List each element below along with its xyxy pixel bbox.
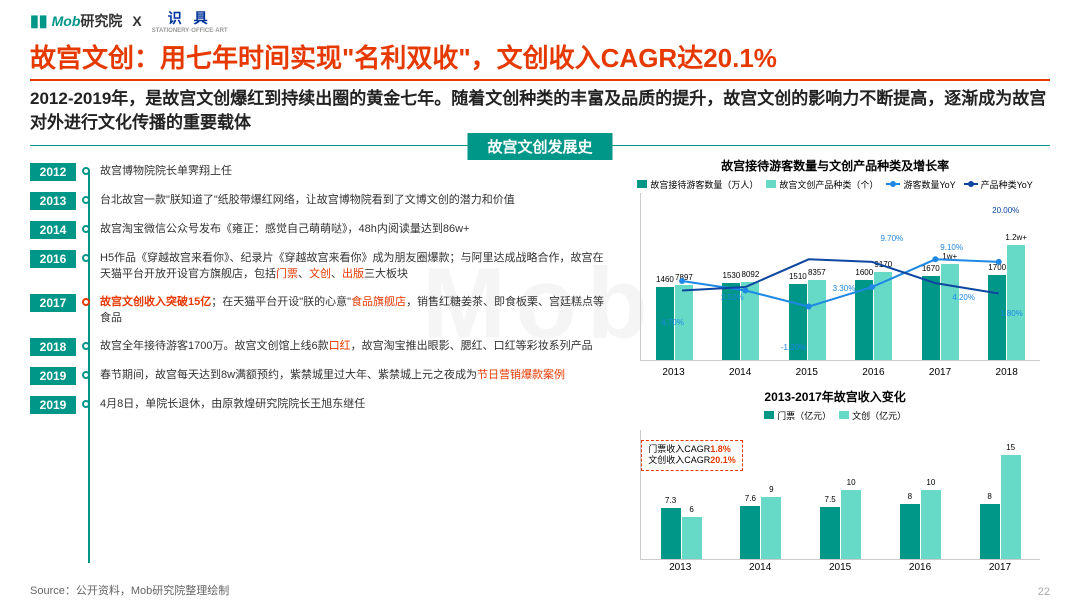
chart2-xlabels: 20132014201520162017	[640, 562, 1040, 573]
chart1-xlabels: 201320142015201620172018	[640, 367, 1040, 378]
timeline-item: 2012故宫博物院院长单霁翔上任	[30, 163, 610, 181]
timeline: 2012故宫博物院院长单霁翔上任 2013台北故宫一款"朕知道了"纸胶带爆红网络，…	[30, 143, 610, 573]
logo-left: ▮▮ Mob研究院 X 识 具 STATIONERY·OFFICE·ART	[30, 8, 228, 34]
footer-source: Source：公开资料，Mob研究院整理绘制	[30, 582, 229, 598]
content: 故宫文创发展史 2012故宫博物院院长单霁翔上任 2013台北故宫一款"朕知道了"…	[0, 135, 1080, 573]
timeline-item: 2013台北故宫一款"朕知道了"纸胶带爆红网络，让故宫博物院看到了文博文创的潜力…	[30, 192, 610, 210]
brand-name: Mob研究院	[52, 11, 123, 31]
charts-panel: 故宫接待游客数量与文创产品种类及增长率 故宫接待游客数量（万人） 故宫文创产品种…	[620, 143, 1050, 573]
chart-icon: ▮▮	[30, 11, 48, 31]
title-underline	[30, 79, 1050, 81]
logo-right: 识 具 STATIONERY·OFFICE·ART	[152, 8, 228, 34]
page-number: 22	[1038, 586, 1050, 598]
chart1-lines	[641, 193, 1040, 323]
chart1-title: 故宫接待游客数量与文创产品种类及增长率	[620, 157, 1050, 174]
timeline-item: 2014故宫淘宝微信公众号发布《雍正：感觉自己萌萌哒》，48h内阅读量达到86w…	[30, 221, 610, 239]
chart2: 门票收入CAGR1.8% 文创收入CAGR20.1% 7.367.697.510…	[640, 430, 1040, 560]
chart2-title: 2013-2017年故宫收入变化	[620, 388, 1050, 405]
chart2-legend: 门票（亿元） 文创（亿元）	[620, 409, 1050, 422]
subtitle: 2012-2019年，是故宫文创爆红到持续出圈的黄金七年。随着文创种类的丰富及品…	[0, 87, 1080, 135]
timeline-item: 20194月8日，单院长退休，由原敦煌研究院院长王旭东继任	[30, 396, 610, 414]
page-title: 故宫文创：用七年时间实现"名利双收"，文创收入CAGR达20.1%	[0, 38, 1080, 75]
header: ▮▮ Mob研究院 X 识 具 STATIONERY·OFFICE·ART	[0, 0, 1080, 34]
timeline-item: 2016H5作品《穿越故宫来看你》、纪录片《穿越故宫来看你》成为朋友圈爆款；与阿…	[30, 250, 610, 283]
timeline-item: 2019春节期间，故宫每天达到8w满额预约，紫禁城里过大年、紫禁城上元之夜成为节…	[30, 367, 610, 385]
timeline-item: 2018故宫全年接待游客1700万。故宫文创馆上线6款口红，故宫淘宝推出眼影、腮…	[30, 338, 610, 356]
section-header: 故宫文创发展史	[467, 133, 612, 160]
chart1-legend: 故宫接待游客数量（万人） 故宫文创产品种类（个） 游客数量YoY 产品种类YoY	[620, 178, 1050, 191]
logo-x: X	[132, 13, 141, 29]
cagr-box: 门票收入CAGR1.8% 文创收入CAGR20.1%	[641, 440, 743, 471]
timeline-item: 2017故宫文创收入突破15亿；在天猫平台开设"朕的心意"食品旗舰店，销售红糖姜…	[30, 294, 610, 327]
chart1: 1460789715308092151083571600917016701w+1…	[640, 193, 1040, 361]
